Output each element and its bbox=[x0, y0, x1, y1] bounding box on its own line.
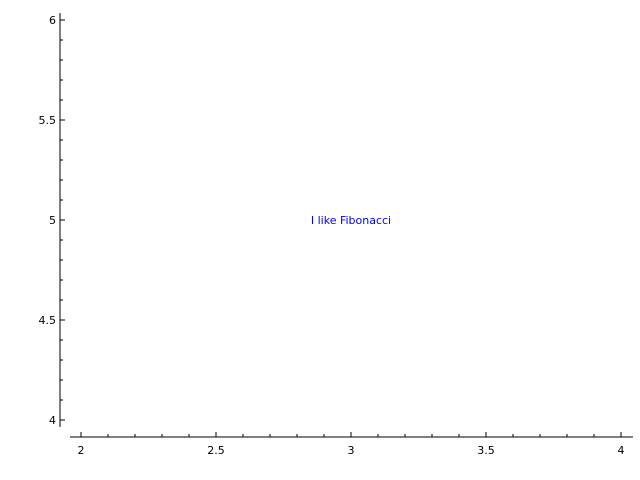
x-axis-ticks: 2 2.5 3 3.5 4 bbox=[78, 432, 625, 457]
x-tick-label: 3.5 bbox=[477, 444, 495, 457]
annotation-text: I like Fibonacci bbox=[311, 214, 391, 227]
x-tick-label: 2 bbox=[78, 444, 85, 457]
x-tick-label: 2.5 bbox=[207, 444, 225, 457]
y-tick-label: 4 bbox=[49, 414, 56, 427]
y-tick-label: 6 bbox=[49, 14, 56, 27]
y-tick-label: 5.5 bbox=[39, 114, 57, 127]
y-tick-label: 5 bbox=[49, 214, 56, 227]
annotations: I like Fibonacci bbox=[311, 214, 391, 227]
x-tick-label: 3 bbox=[348, 444, 355, 457]
y-tick-label: 4.5 bbox=[39, 314, 57, 327]
y-axis-ticks: 4 4.5 5 5.5 6 bbox=[39, 14, 65, 427]
x-tick-label: 4 bbox=[618, 444, 625, 457]
